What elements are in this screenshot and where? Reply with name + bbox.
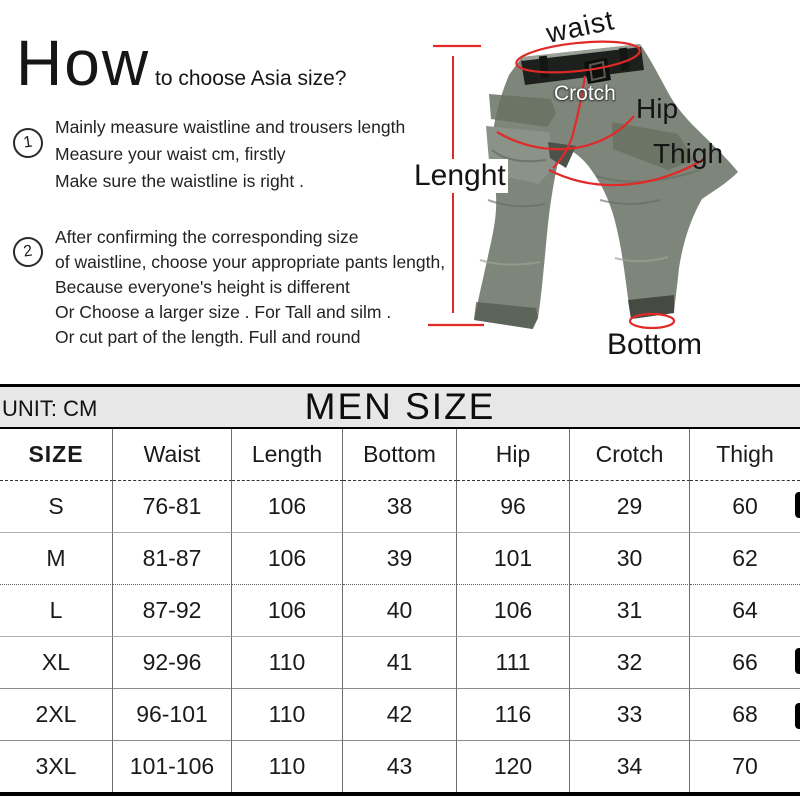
col-header-size: SIZE (0, 429, 113, 481)
label-length: Lenght (412, 159, 508, 193)
title-how: How (16, 27, 151, 99)
cell-waist: 101-106 (113, 741, 232, 792)
cell-size: L (0, 585, 113, 637)
cell-crotch: 33 (570, 689, 690, 741)
cell-thigh: 70 (732, 753, 758, 779)
cell-bottom: 43 (343, 741, 457, 792)
cell-length: 110 (232, 689, 343, 741)
cell-crotch: 30 (570, 533, 690, 585)
cell-waist: 92-96 (113, 637, 232, 689)
unit-label: UNIT: CM (2, 396, 98, 421)
cell-thigh: 60 (690, 481, 800, 533)
step-1-line-2: Measure your waist cm, firstly (55, 144, 286, 164)
pants-photo (428, 40, 738, 330)
col-header-crotch: Crotch (570, 429, 690, 481)
cell-bottom: 39 (343, 533, 457, 585)
cell-length: 106 (232, 585, 343, 637)
cell-hip: 120 (457, 741, 570, 792)
thigh-curve (548, 157, 707, 187)
cell-hip: 96 (457, 481, 570, 533)
step-2-line-1: After confirming the corresponding size (55, 227, 359, 247)
cell-length: 110 (232, 637, 343, 689)
label-crotch: Crotch (554, 82, 616, 105)
cell-hip: 106 (457, 585, 570, 637)
table-banner: UNIT: CM MEN SIZE (0, 384, 800, 429)
men-size-table: UNIT: CM MEN SIZE SIZE Waist Length Bott… (0, 384, 800, 796)
cell-hip: 101 (457, 533, 570, 585)
col-header-bottom: Bottom (343, 429, 457, 481)
cell-waist: 87-92 (113, 585, 232, 637)
cell-crotch: 32 (570, 637, 690, 689)
page-title: How to choose Asia size? (16, 26, 346, 100)
cell-hip: 116 (457, 689, 570, 741)
cell-bottom: 42 (343, 689, 457, 741)
cell-size: XL (0, 637, 113, 689)
cell-thigh: 62 (690, 533, 800, 585)
step-1-number: 1 (11, 126, 45, 160)
col-header-hip: Hip (457, 429, 570, 481)
col-header-thigh: Thigh (690, 429, 800, 481)
hip-curve (496, 115, 635, 151)
cell-bottom: 38 (343, 481, 457, 533)
label-hip: Hip (636, 93, 679, 124)
cell-bottom: 41 (343, 637, 457, 689)
cell-hip: 111 (457, 637, 570, 689)
title-subtitle: to choose Asia size? (155, 67, 347, 90)
label-thigh: Thigh (653, 138, 724, 169)
col-header-length: Length (232, 429, 343, 481)
cell-thigh: 68 (690, 689, 800, 741)
cell-size: S (0, 481, 113, 533)
cell-waist: 81-87 (113, 533, 232, 585)
label-bottom: Bottom (607, 328, 703, 361)
cell-size: 2XL (0, 689, 113, 741)
cell-length: 110 (232, 741, 343, 792)
col-header-waist: Waist (113, 429, 232, 481)
cell-waist: 96-101 (113, 689, 232, 741)
cropped-column-glyph (795, 703, 800, 729)
cell-length: 106 (232, 481, 343, 533)
cell-size: 3XL (0, 741, 113, 792)
crotch-line (552, 75, 587, 169)
step-2-line-4: Or Choose a larger size . For Tall and s… (55, 302, 392, 322)
step-1-line-3: Make sure the waistline is right . (55, 171, 304, 191)
cropped-column-glyph (795, 648, 800, 674)
table-title: MEN SIZE (304, 386, 496, 427)
cell-length: 106 (232, 533, 343, 585)
waist-ellipse (515, 40, 641, 74)
bottom-ellipse (628, 312, 676, 330)
step-2-line-5: Or cut part of the length. Full and roun… (55, 327, 361, 347)
step-2-line-3: Because everyone's height is different (55, 277, 350, 297)
step-2-number: 2 (11, 235, 45, 269)
cell-waist: 76-81 (113, 481, 232, 533)
belt (521, 47, 644, 85)
step-1-line-1: Mainly measure waistline and trousers le… (55, 117, 406, 137)
cell-size: M (0, 533, 113, 585)
cell-bottom: 40 (343, 585, 457, 637)
cell-thigh: 64 (690, 585, 800, 637)
cell-crotch: 34 (570, 741, 690, 792)
cell-crotch: 29 (570, 481, 690, 533)
cropped-column-glyph (795, 492, 800, 518)
step-2-line-2: of waistline, choose your appropriate pa… (55, 252, 446, 272)
cell-thigh: 66 (690, 637, 800, 689)
cell-crotch: 31 (570, 585, 690, 637)
